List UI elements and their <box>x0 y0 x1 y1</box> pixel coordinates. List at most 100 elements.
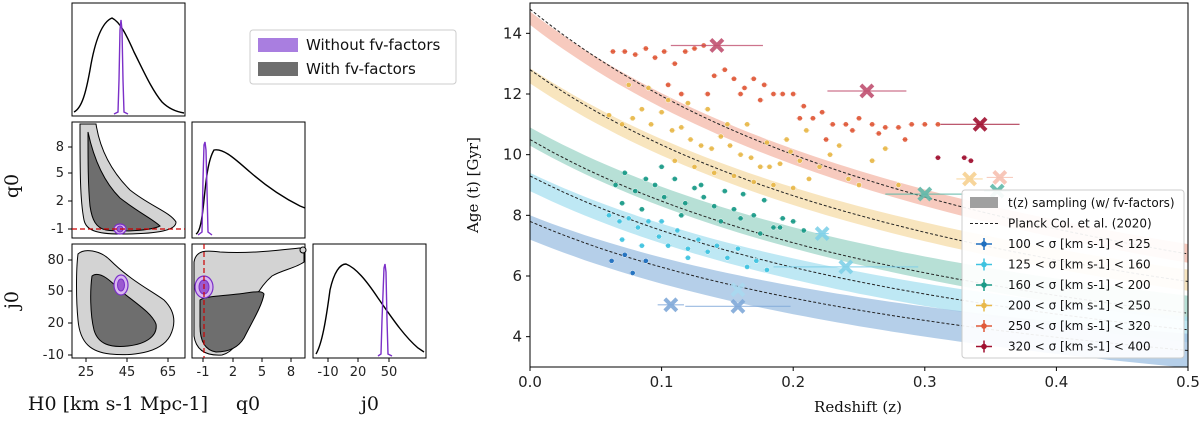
galaxy-point-11 <box>721 66 728 73</box>
galaxy-point-131 <box>724 254 731 261</box>
tick-label-h0-25: 25 <box>78 365 95 380</box>
galaxy-point-52 <box>687 136 694 143</box>
ytick-label-5: 14 <box>503 24 522 42</box>
q0-ticks-left: 8 5 2 -1 <box>51 140 72 237</box>
galaxy-point-12 <box>731 75 737 82</box>
galaxy-point-76 <box>685 100 691 106</box>
bin-mean-marker-8 <box>838 259 854 275</box>
xtick-label-4: 0.4 <box>1044 373 1068 391</box>
galaxy-point-102 <box>731 206 737 213</box>
legend-label-7: 320 < σ [km s-1] < 400 <box>1008 340 1151 354</box>
galaxy-point-45 <box>619 121 625 128</box>
galaxy-point-38 <box>849 127 856 134</box>
galaxy-point-105 <box>761 197 768 204</box>
galaxy-point-70 <box>869 157 876 164</box>
tick-label-j0b-50: 50 <box>381 365 398 380</box>
j0-marginal-without-line <box>377 263 393 357</box>
j0-q0-inner-contour <box>199 291 265 353</box>
galaxy-point-21 <box>819 109 826 116</box>
galaxy-point-98 <box>691 185 698 191</box>
galaxy-point-80 <box>764 139 770 146</box>
tick-label-q0-2: 2 <box>56 194 64 209</box>
panel-q0-marginal-frame <box>191 121 306 239</box>
legend-label-2: 100 < σ [km s-1] < 125 <box>1008 237 1151 251</box>
galaxy-point-124 <box>656 233 662 240</box>
galaxy-point-129 <box>704 248 711 255</box>
galaxy-point-82 <box>803 127 810 134</box>
galaxy-point-107 <box>779 215 786 222</box>
tick-label-j0b-m10: -10 <box>317 365 338 380</box>
galaxy-point-37 <box>823 136 829 143</box>
j0-h0-without-contour-inner <box>117 278 125 292</box>
galaxy-point-66 <box>827 151 833 158</box>
galaxy-point-110 <box>619 200 625 207</box>
galaxy-point-75 <box>665 97 672 103</box>
galaxy-point-16 <box>770 91 777 97</box>
galaxy-point-61 <box>777 160 783 167</box>
tick-label-j0-20: 20 <box>47 316 64 331</box>
j0-marginal-with-line <box>315 263 425 355</box>
galaxy-point-100 <box>711 203 718 210</box>
galaxy-points <box>605 42 974 276</box>
galaxy-point-46 <box>629 115 636 122</box>
j0-q0-outlier <box>299 246 307 254</box>
galaxy-point-0 <box>610 48 616 55</box>
age-legend: t(z) sampling (w/ fv-factors) Planck Col.… <box>961 189 1185 359</box>
ytick-label-3: 10 <box>503 146 522 164</box>
galaxy-point-50 <box>669 127 675 134</box>
galaxy-point-40 <box>902 136 908 143</box>
age-legend-entries: t(z) sampling (w/ fv-factors) Planck Col.… <box>970 196 1175 354</box>
tick-label-j0-50: 50 <box>47 284 64 299</box>
galaxy-point-62 <box>787 148 794 155</box>
galaxy-point-26 <box>882 124 889 131</box>
galaxy-point-32 <box>678 91 685 97</box>
bin-mean-marker-5 <box>917 186 933 202</box>
galaxy-point-41 <box>935 154 941 161</box>
galaxy-point-15 <box>761 82 768 88</box>
panel-j0-vs-q0: -1 2 5 8 <box>191 243 307 380</box>
legend-label-4: 160 < σ [km s-1] < 200 <box>1008 278 1151 292</box>
tick-label-q0b-5: 5 <box>258 365 266 380</box>
panel-j0-marginal: -10 20 50 <box>312 243 427 380</box>
galaxy-point-104 <box>750 212 757 219</box>
galaxy-point-31 <box>665 82 672 88</box>
legend-label-5: 200 < σ [km s-1] < 250 <box>1008 299 1151 313</box>
xtick-label-2: 0.2 <box>781 373 805 391</box>
tick-label-h0-45: 45 <box>119 365 136 380</box>
galaxy-point-95 <box>661 194 668 200</box>
legend-label-with: With fv-factors <box>306 60 416 78</box>
bin-mean-marker-10 <box>730 298 746 314</box>
bin-mean-marker-4 <box>992 170 1008 185</box>
galaxy-point-72 <box>895 182 902 188</box>
galaxy-point-63 <box>796 157 803 164</box>
corner-legend-box <box>249 29 457 85</box>
ytick-label-0: 4 <box>512 328 522 346</box>
age-plot-ticks: 0.0 0.1 0.2 0.3 0.4 0.5 4 6 8 10 12 14 <box>503 24 1200 391</box>
galaxy-point-8 <box>691 45 698 52</box>
bin-mean-marker-7 <box>814 226 830 241</box>
tick-label-q0b-m1: -1 <box>197 365 210 380</box>
galaxy-point-79 <box>744 121 750 128</box>
galaxy-point-2 <box>632 51 639 58</box>
galaxy-point-142 <box>629 270 636 276</box>
tick-label-j0b-20: 20 <box>350 365 367 380</box>
galaxy-point-73 <box>625 82 632 88</box>
galaxy-point-109 <box>800 227 807 234</box>
galaxy-point-14 <box>750 75 757 82</box>
galaxy-point-48 <box>648 121 654 128</box>
xtick-label-3: 0.3 <box>913 373 937 391</box>
galaxy-point-33 <box>704 91 711 97</box>
galaxy-point-4 <box>652 54 658 61</box>
j0-ticks-left: 80 50 20 -10 <box>43 253 72 363</box>
age-plot-frame <box>529 2 1189 368</box>
legend-band-swatch <box>970 197 998 208</box>
galaxy-point-57 <box>737 151 744 158</box>
galaxy-point-130 <box>714 242 720 249</box>
galaxy-point-81 <box>783 136 790 143</box>
galaxy-point-116 <box>737 215 744 222</box>
galaxy-point-68 <box>845 176 852 182</box>
galaxy-point-55 <box>717 133 724 140</box>
galaxy-point-43 <box>968 157 974 164</box>
tick-label-j0-m10: -10 <box>43 348 64 363</box>
galaxy-point-128 <box>695 236 702 243</box>
